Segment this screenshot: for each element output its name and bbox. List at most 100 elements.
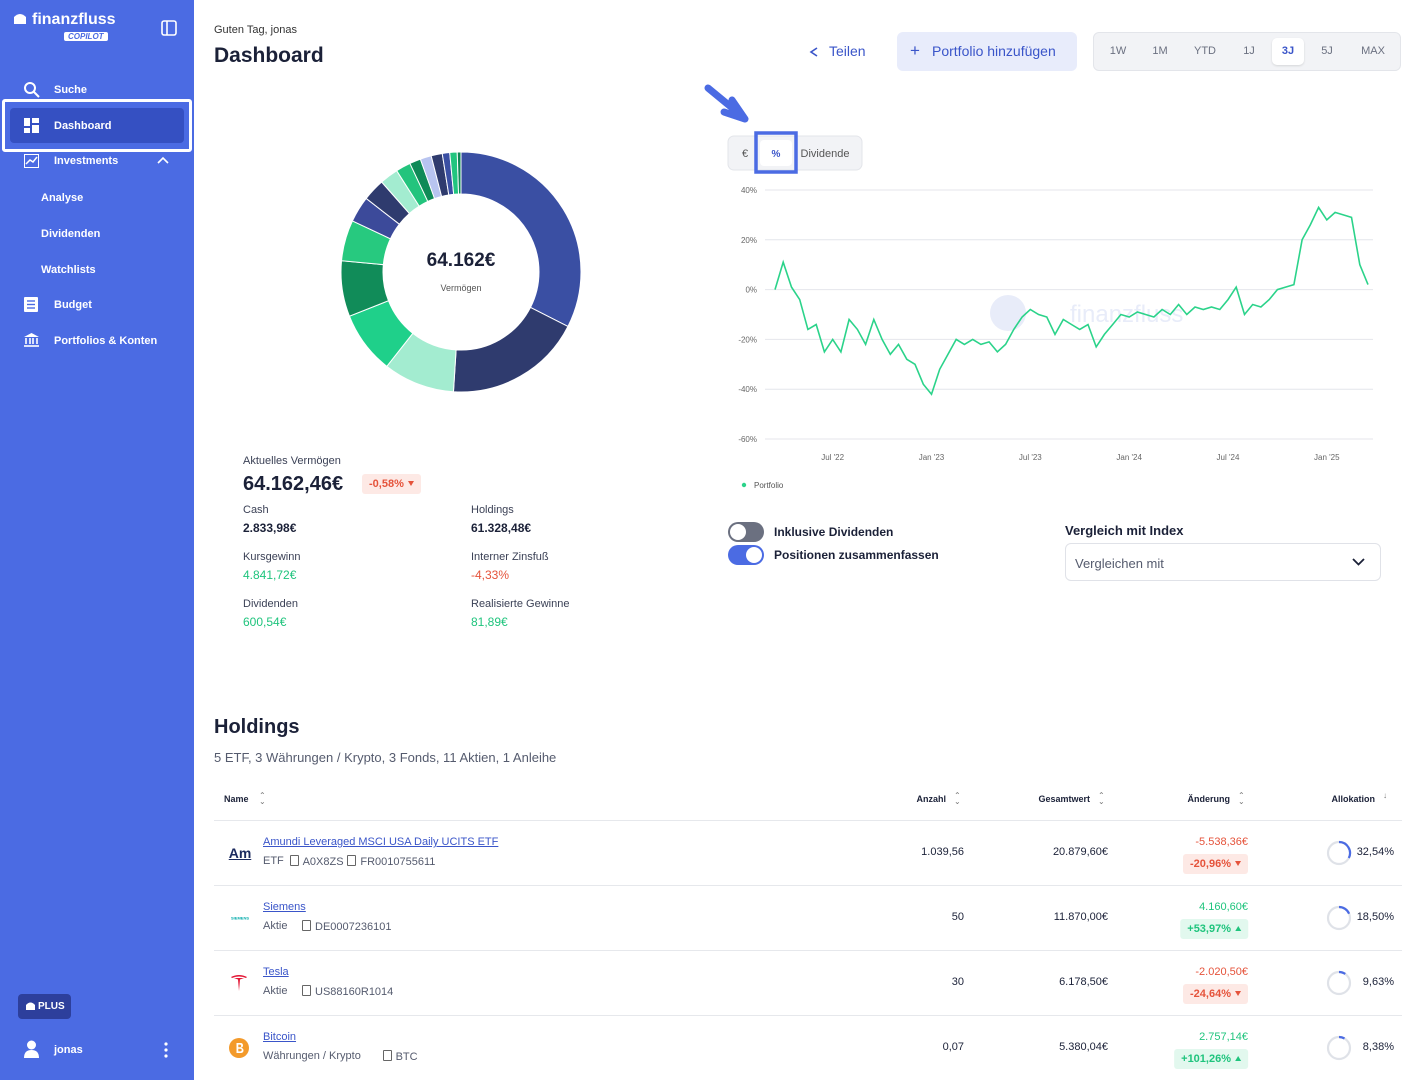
nav-item[interactable]: Investments	[54, 155, 119, 167]
change-abs: -2.020,50€	[1195, 966, 1248, 978]
column-header[interactable]: Name	[224, 794, 249, 804]
user-icon	[24, 1040, 39, 1058]
ring-arc	[1338, 970, 1346, 975]
nav-item[interactable]: Portfolios & Konten	[54, 335, 158, 347]
add-portfolio-bg[interactable]	[897, 32, 1077, 71]
quantity: 30	[951, 976, 964, 988]
change-pct: -24,64%	[1183, 984, 1248, 1004]
y-tick-label: 0%	[745, 286, 757, 295]
donut-segment	[460, 151, 582, 328]
logo: SIEMENS	[230, 915, 250, 921]
ring-arc	[1338, 840, 1352, 859]
logo: Am	[228, 845, 252, 861]
highlight-box	[2, 99, 192, 152]
holding-name[interactable]: Bitcoin	[263, 1031, 297, 1043]
add-portfolio-button[interactable]: Portfolio hinzufügen	[932, 43, 1056, 59]
range-button[interactable]: YTD	[1194, 45, 1216, 57]
legend-label: Portfolio	[754, 481, 784, 490]
mode-button[interactable]: %	[772, 149, 781, 160]
column-header[interactable]: Gesamtwert	[1038, 794, 1090, 804]
tesla-logo	[231, 975, 247, 991]
holding-id[interactable]: BTC	[375, 1050, 418, 1063]
compare-label: Vergleich mit Index	[1065, 523, 1184, 538]
allocation-ring	[1326, 1035, 1352, 1061]
range-button[interactable]: 3J	[1281, 45, 1295, 57]
range-button[interactable]: 1M	[1152, 45, 1168, 57]
holding-id[interactable]: FR0010755611	[339, 855, 435, 868]
summary-value: 64.162,46€	[243, 473, 344, 495]
share-icon	[809, 47, 818, 57]
holding-name[interactable]: Tesla	[263, 966, 289, 978]
row-divider	[214, 950, 1402, 951]
nav-subitem[interactable]: Watchlists	[41, 264, 96, 276]
nav-item[interactable]: Suche	[54, 84, 88, 96]
x-tick-label: Jul '23	[1019, 453, 1042, 462]
stat-value: -4,33%	[471, 568, 510, 582]
total-value: 6.178,50€	[1059, 976, 1108, 988]
greeting: Guten Tag, jonas	[214, 24, 297, 36]
share-button[interactable]: Teilen	[829, 43, 866, 59]
x-tick-label: Jul '22	[821, 453, 844, 462]
donut-segment	[452, 306, 569, 393]
bitcoin-logo	[229, 1038, 249, 1058]
compare-dropdown[interactable]	[1065, 543, 1381, 581]
line-chart: -60% -40% -20% 0% 20% 40% Jul '22 Jan '23 Jul '2…	[738, 186, 1373, 490]
sort-icon: ↓	[1383, 791, 1387, 800]
donut-center-value: 64.162€	[427, 250, 496, 271]
holding-type: Währungen / Krypto	[263, 1050, 361, 1062]
allocation-ring	[1326, 840, 1352, 866]
user-menu[interactable]	[163, 1042, 169, 1058]
user-name[interactable]: jonas	[54, 1044, 83, 1056]
range-selector: 1W 1M YTD 1J 3J 5J MAX	[1093, 32, 1401, 71]
range-button[interactable]: 1W	[1109, 45, 1127, 57]
donut-segment	[456, 151, 462, 195]
change-pct: +53,97%	[1180, 919, 1248, 939]
summary-label: Aktuelles Vermögen	[243, 455, 341, 467]
chevron-down	[1352, 558, 1365, 566]
column-header[interactable]: Änderung	[1187, 794, 1231, 804]
dashboard-icon	[24, 118, 39, 133]
holding-id[interactable]: DE0007236101	[294, 920, 391, 933]
row-divider	[214, 1015, 1402, 1016]
nav-active-bg	[10, 108, 184, 143]
nav-item[interactable]: Budget	[54, 299, 92, 311]
change-abs: -5.538,36€	[1195, 836, 1248, 848]
toggle-label: Inklusive Dividenden	[774, 525, 894, 539]
stat-label: Dividenden	[243, 598, 299, 610]
x-tick-label: Jul '24	[1217, 453, 1240, 462]
holding-name[interactable]: Siemens	[263, 901, 306, 913]
brand-badge: COPILOT	[64, 32, 108, 41]
summary-change: -0,58%	[362, 474, 421, 494]
sort-icon: ⌃ ⌄	[1098, 791, 1105, 806]
column-header[interactable]: Allokation	[1331, 794, 1375, 804]
change-pct: -20,96%	[1183, 854, 1248, 874]
stat-label: Holdings	[471, 504, 514, 516]
chevron-up[interactable]	[157, 156, 169, 164]
nav-subitem[interactable]: Analyse	[41, 192, 84, 204]
holding-type: Aktie	[263, 920, 288, 932]
watermark: finanzfluss	[1070, 301, 1183, 328]
stat-value: 4.841,72€	[243, 568, 297, 582]
watermark-logo	[990, 295, 1026, 331]
mode-button[interactable]: €	[742, 148, 748, 160]
holding-name[interactable]: Amundi Leveraged MSCI USA Daily UCITS ET…	[263, 836, 499, 848]
holding-id[interactable]: A0X8ZS	[282, 855, 344, 868]
holding-id[interactable]: US88160R1014	[294, 985, 393, 998]
column-header[interactable]: Anzahl	[916, 794, 946, 804]
legend-marker	[741, 482, 747, 488]
total-value: 20.879,60€	[1052, 846, 1108, 858]
nav-subitem[interactable]: Dividenden	[41, 228, 101, 240]
donut-center-label: Vermögen	[440, 283, 481, 293]
toggle-knob	[746, 547, 762, 563]
plus-icon: +	[910, 41, 920, 60]
mode-button[interactable]: Dividende	[801, 148, 850, 160]
nav-item[interactable]: Dashboard	[54, 120, 112, 132]
collapse-button[interactable]	[161, 20, 177, 36]
y-tick-label: -40%	[738, 385, 757, 394]
search-icon	[24, 82, 40, 98]
range-button[interactable]: MAX	[1361, 45, 1385, 57]
range-button[interactable]: 5J	[1321, 45, 1333, 57]
sidebar: finanzfluss COPILOT Suche Dashboard Inve…	[0, 0, 194, 1080]
ring-arc	[1338, 905, 1351, 915]
range-button[interactable]: 1J	[1243, 45, 1255, 57]
